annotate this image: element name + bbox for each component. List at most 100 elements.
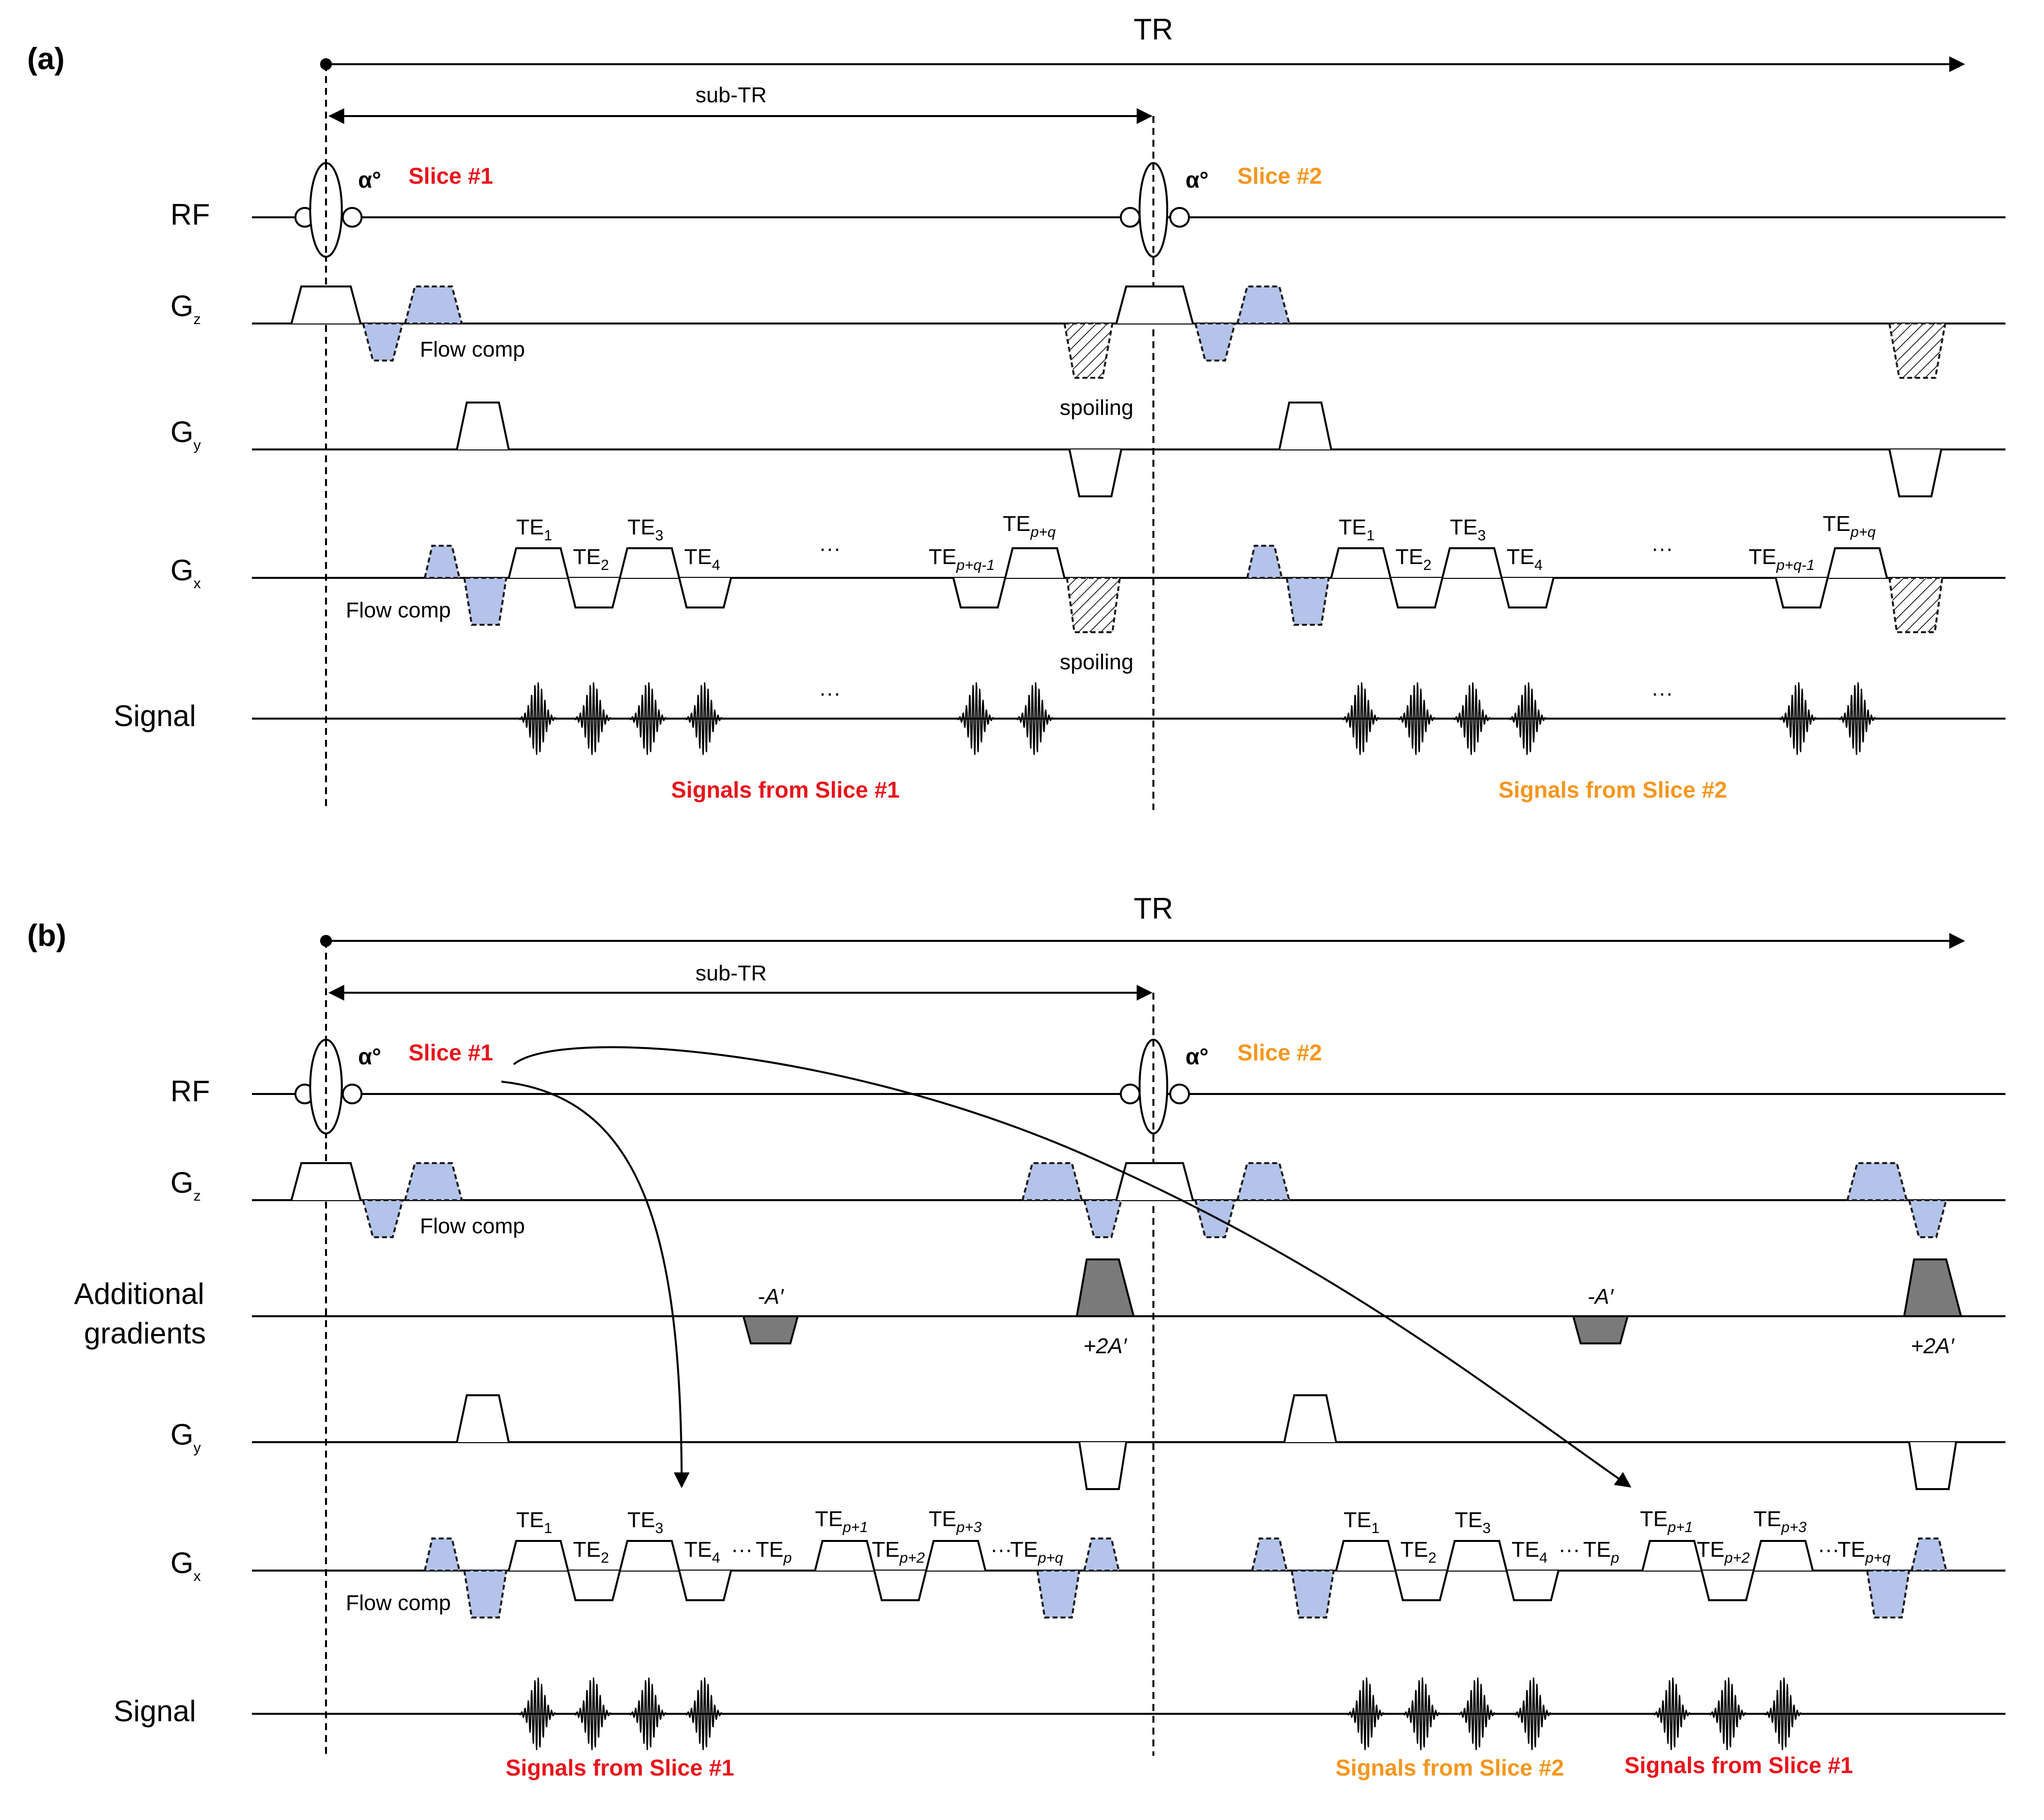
signal-row-label: Signal bbox=[114, 699, 196, 732]
svg-text:TE3: TE3 bbox=[1450, 515, 1486, 544]
slice2-label: Slice #2 bbox=[1237, 1040, 1322, 1065]
signals-slice2-label: Signals from Slice #2 bbox=[1336, 1755, 1564, 1780]
svg-text:TE1: TE1 bbox=[1344, 1508, 1380, 1537]
plus-2a-gradient-2 bbox=[1903, 1258, 1962, 1317]
gy-phase-encode-2 bbox=[1278, 402, 1332, 450]
gx-readout-train-2 bbox=[1251, 1537, 1948, 1618]
echo-signal bbox=[515, 1677, 560, 1750]
gz-slice-select-1 bbox=[290, 285, 362, 324]
panel-a: (a) TR sub-TR RF Gz Gy Gx Signal α° bbox=[27, 13, 2005, 810]
ellipsis: ··· bbox=[819, 681, 841, 705]
svg-text:TEp: TEp bbox=[756, 1537, 792, 1566]
gz-row-label: Gz bbox=[170, 1166, 201, 1204]
echo-signals-slice1 bbox=[515, 1677, 727, 1750]
tr-label: TR bbox=[1134, 892, 1173, 925]
svg-text:TE4: TE4 bbox=[1507, 545, 1543, 573]
gz-flow-comp-pos bbox=[1236, 1162, 1291, 1201]
rf-pulse-slice1 bbox=[294, 162, 363, 262]
gx-readout-train-1 bbox=[423, 545, 1121, 633]
panel-b-label: (b) bbox=[27, 919, 66, 953]
svg-text:TE1: TE1 bbox=[516, 515, 552, 544]
subtr-label: sub-TR bbox=[695, 961, 767, 985]
svg-text:···: ··· bbox=[990, 1537, 1012, 1562]
echo-signal bbox=[570, 1677, 615, 1750]
echo-signal bbox=[953, 682, 998, 755]
svg-text:TEp+q: TEp+q bbox=[1010, 1537, 1063, 1566]
rf-pulse-slice1 bbox=[294, 1039, 363, 1138]
te-labels-slice1: TE1 TE2 TE3 TE4 ··· TEp TEp+1 TEp+2 TEp+… bbox=[516, 1507, 1063, 1566]
echo-signal bbox=[1775, 682, 1821, 755]
gz-flow-comp-pos bbox=[1236, 285, 1291, 324]
echo-signal bbox=[1454, 1677, 1500, 1750]
te-labels-slice1: TE1 TE2 TE3 TE4 TEp+q-1 TEp+q bbox=[516, 512, 1056, 573]
gz-row-label: Gz bbox=[170, 289, 201, 327]
svg-text:TEp: TEp bbox=[1583, 1537, 1619, 1566]
echo-signal bbox=[570, 682, 615, 755]
gz-flow-comp-pos bbox=[404, 285, 463, 324]
svg-text:TEp+q: TEp+q bbox=[1838, 1537, 1890, 1566]
tr-label: TR bbox=[1134, 13, 1173, 46]
echo-signal bbox=[1449, 682, 1495, 755]
echo-signal bbox=[681, 1677, 727, 1750]
slice2-label: Slice #2 bbox=[1237, 163, 1322, 189]
spoiling-label: spoiling bbox=[1060, 396, 1133, 420]
svg-text:TEp+1: TEp+1 bbox=[1640, 1507, 1693, 1536]
svg-text:TE3: TE3 bbox=[627, 515, 663, 544]
gy-rewinder-2 bbox=[1888, 449, 1942, 497]
slice1-to-late-echoes-arrow bbox=[513, 1046, 1632, 1488]
flip-angle-label: α° bbox=[358, 167, 381, 193]
svg-text:···: ··· bbox=[731, 1537, 753, 1562]
echo-signal bbox=[1505, 682, 1551, 755]
svg-text:TE4: TE4 bbox=[684, 1537, 720, 1566]
gz-flow-comp-pos bbox=[1021, 1162, 1083, 1201]
gz-spoiler-1 bbox=[1063, 323, 1114, 379]
minus-a-gradient-2 bbox=[1572, 1315, 1629, 1344]
gy-row-label: Gy bbox=[170, 1418, 201, 1456]
echo-signal bbox=[1649, 1677, 1695, 1750]
signals-slice2-label: Signals from Slice #2 bbox=[1499, 777, 1727, 803]
echo-signal bbox=[515, 682, 560, 755]
gz-slice-select-2 bbox=[1115, 285, 1194, 324]
minus-a-gradient-1 bbox=[742, 1315, 799, 1344]
signal-row-label: Signal bbox=[114, 1695, 196, 1728]
gz-flow-comp-neg bbox=[362, 1199, 404, 1238]
gz-spoiler-2 bbox=[1888, 323, 1947, 379]
subtr-label: sub-TR bbox=[695, 83, 767, 107]
svg-text:TE1: TE1 bbox=[516, 1508, 552, 1537]
flow-comp-label: Flow comp bbox=[346, 1591, 451, 1615]
svg-text:···: ··· bbox=[1818, 1537, 1840, 1562]
gx-row-label: Gx bbox=[170, 1546, 201, 1584]
svg-text:TE4: TE4 bbox=[684, 545, 720, 573]
plus-2a-label: +2A′ bbox=[1911, 1334, 1955, 1358]
gx-row-label: Gx bbox=[170, 554, 201, 592]
svg-text:TEp+3: TEp+3 bbox=[1754, 1507, 1806, 1536]
echo-signals-slice1-shifted bbox=[1649, 1677, 1806, 1750]
echo-signal bbox=[1835, 682, 1880, 755]
slice1-label: Slice #1 bbox=[409, 1040, 493, 1065]
svg-text:TE4: TE4 bbox=[1512, 1537, 1548, 1566]
echo-signal bbox=[681, 682, 727, 755]
rf-row-label: RF bbox=[170, 1075, 210, 1108]
gy-phase-encode-1 bbox=[456, 1394, 510, 1443]
echo-signal bbox=[1510, 1677, 1555, 1750]
gy-phase-encode-2 bbox=[1283, 1394, 1337, 1443]
gy-rewinder-2 bbox=[1908, 1442, 1957, 1490]
gz-flow-comp-neg bbox=[1194, 1199, 1236, 1238]
plus-2a-gradient-1 bbox=[1075, 1258, 1135, 1317]
svg-text:TE2: TE2 bbox=[573, 1537, 609, 1566]
signals-slice1-label: Signals from Slice #1 bbox=[506, 1755, 735, 1780]
echo-signal bbox=[1399, 1677, 1444, 1750]
gy-row-label: Gy bbox=[170, 415, 201, 453]
flow-comp-label: Flow comp bbox=[420, 337, 525, 362]
gz-slice-select-2 bbox=[1115, 1162, 1194, 1201]
plus-2a-label: +2A′ bbox=[1083, 1334, 1128, 1358]
echo-signal bbox=[1760, 1677, 1806, 1750]
rf-pulse-slice2 bbox=[1120, 1039, 1190, 1138]
echo-signal bbox=[625, 1677, 671, 1750]
echo-signal bbox=[1705, 1677, 1751, 1750]
echo-signal bbox=[1394, 682, 1439, 755]
echo-signal bbox=[625, 682, 671, 755]
echo-signals-slice1 bbox=[515, 682, 1058, 755]
svg-text:TEp+q: TEp+q bbox=[1003, 512, 1056, 540]
